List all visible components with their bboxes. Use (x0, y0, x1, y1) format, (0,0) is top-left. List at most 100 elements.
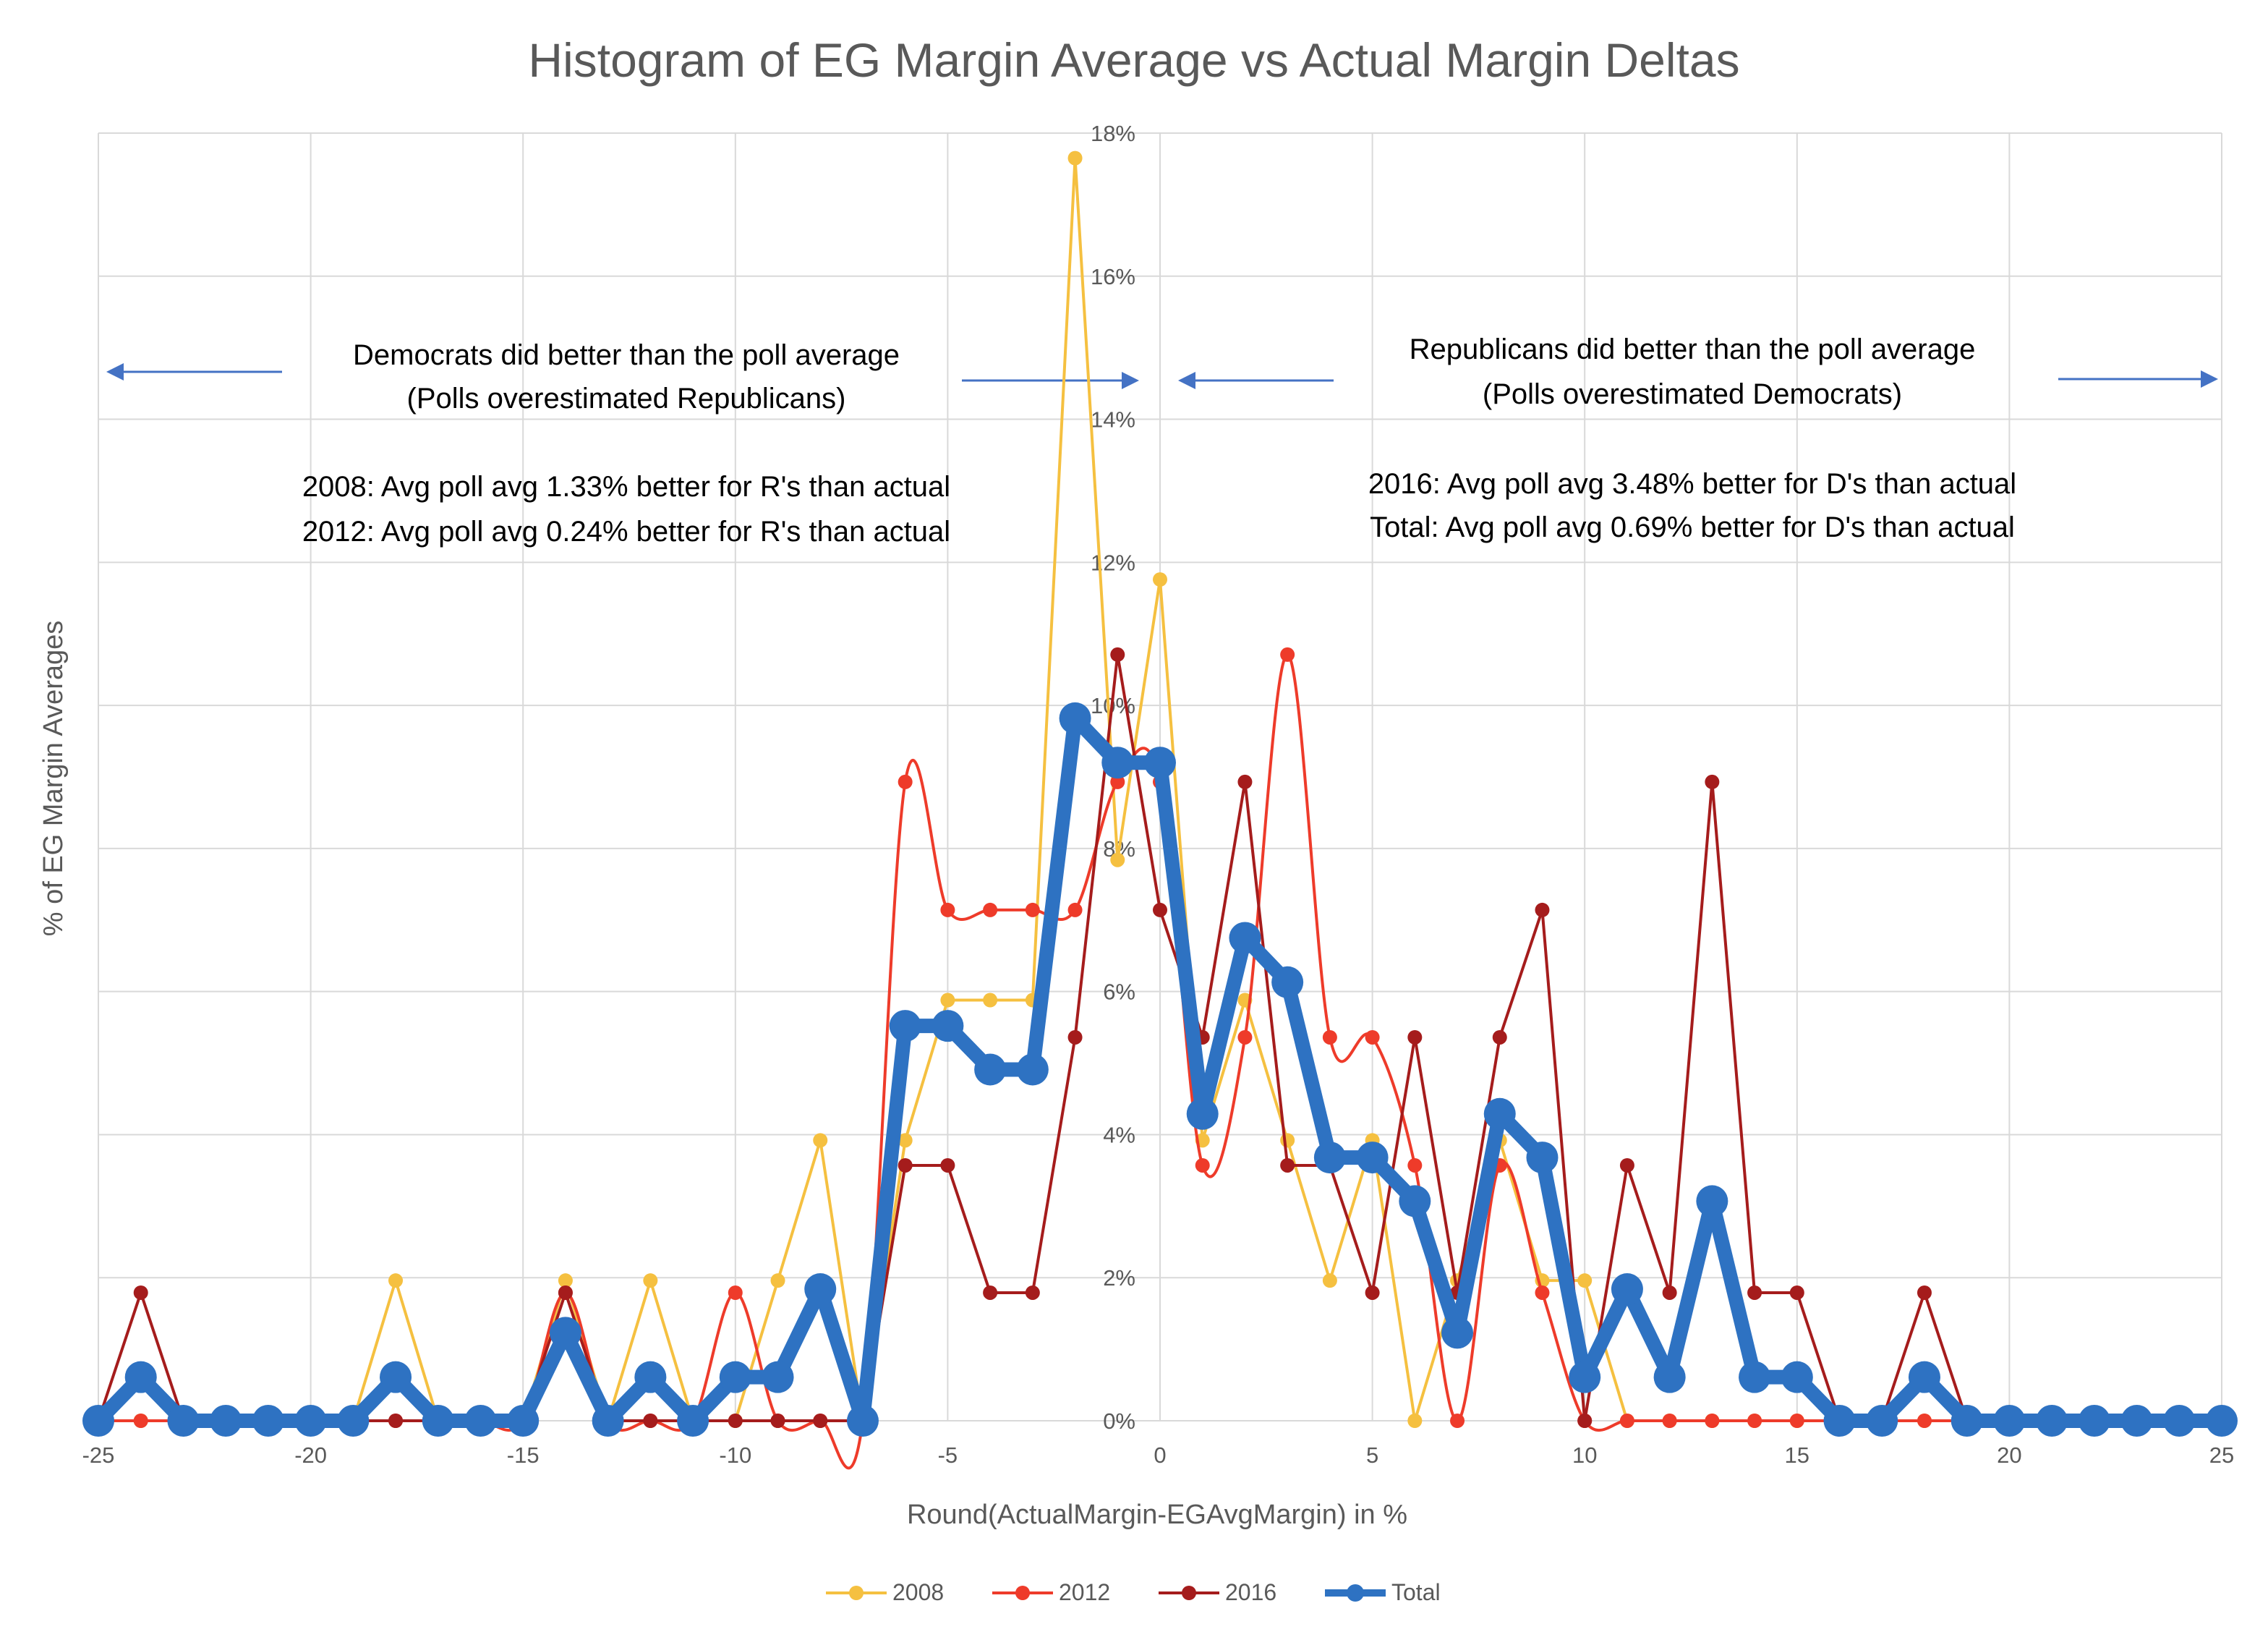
data-point-total (1101, 747, 1134, 779)
data-point-2008 (813, 1133, 828, 1148)
data-point-2008 (388, 1273, 404, 1288)
data-point-2012 (728, 1285, 743, 1300)
data-point-total (1271, 966, 1304, 998)
data-point-2016 (133, 1285, 148, 1300)
data-point-2016 (1535, 902, 1550, 917)
y-tick-label: 12% (1091, 550, 1135, 575)
data-point-2012 (898, 774, 913, 789)
data-point-2008 (1067, 150, 1083, 166)
x-axis-label: Round(ActualMargin-EGAvgMargin) in % (907, 1500, 1407, 1530)
data-point-total (1356, 1142, 1389, 1174)
data-point-2012 (940, 902, 955, 917)
direction-arrows (106, 363, 2218, 389)
data-point-2016 (643, 1414, 658, 1428)
data-point-total (889, 1010, 921, 1042)
data-point-total (1229, 922, 1261, 954)
data-point-2012 (1110, 774, 1125, 789)
x-tick-label: -5 (938, 1442, 958, 1468)
x-tick-label: 20 (1997, 1442, 2021, 1468)
data-point-2012 (1747, 1414, 1762, 1428)
y-tick-label: 4% (1103, 1122, 1135, 1147)
data-point-total (507, 1405, 540, 1437)
data-point-2008 (643, 1273, 658, 1288)
data-point-total (1993, 1405, 2026, 1437)
x-tick-label: 15 (1785, 1442, 1809, 1468)
data-point-total (1144, 747, 1176, 779)
data-point-total (464, 1405, 497, 1437)
data-point-total (974, 1053, 1007, 1086)
data-point-total (252, 1405, 284, 1437)
data-point-2012 (1619, 1414, 1634, 1428)
data-point-2016 (1577, 1414, 1593, 1428)
data-point-2008 (1153, 572, 1167, 587)
legend-swatch-marker (1015, 1586, 1030, 1600)
data-point-total (932, 1010, 964, 1042)
data-point-2016 (898, 1157, 913, 1173)
y-tick-label: 2% (1103, 1265, 1135, 1291)
x-tick-label: -15 (507, 1442, 540, 1468)
data-point-total (1059, 702, 1091, 734)
data-point-total (1313, 1142, 1346, 1174)
data-point-total (846, 1405, 879, 1437)
data-point-total (2206, 1405, 2238, 1437)
right-stat-total: Total: Avg poll avg 0.69% better for D's… (1370, 511, 2015, 543)
data-point-2016 (728, 1414, 743, 1428)
data-point-2008 (1407, 1414, 1423, 1428)
data-point-total (592, 1405, 624, 1437)
data-point-2016 (1619, 1157, 1634, 1173)
data-point-total (1781, 1361, 1813, 1393)
data-point-2012 (1789, 1414, 1804, 1428)
data-point-total (804, 1273, 837, 1306)
data-point-total (294, 1405, 327, 1437)
legend-swatch-marker (1347, 1584, 1364, 1602)
series-layer (82, 150, 2238, 1470)
left-stat-2008: 2008: Avg poll avg 1.33% better for R's … (302, 471, 950, 503)
data-point-2012 (1917, 1414, 1932, 1428)
data-point-2016 (1662, 1285, 1677, 1300)
legend-item-2016: 2016 (1159, 1579, 1276, 1605)
legend-swatch-marker (849, 1586, 864, 1600)
x-tick-label: 5 (1366, 1442, 1378, 1468)
right-stat-2016: 2016: Avg poll avg 3.48% better for D's … (1368, 468, 2016, 500)
data-point-total (1399, 1185, 1431, 1217)
data-point-2016 (940, 1157, 955, 1173)
data-point-2016 (1492, 1029, 1507, 1045)
data-point-2008 (983, 993, 998, 1008)
data-point-2016 (1705, 774, 1720, 789)
x-tick-label: 10 (1572, 1442, 1597, 1468)
data-point-2012 (983, 902, 998, 917)
data-point-2016 (388, 1414, 404, 1428)
data-point-total (634, 1361, 667, 1393)
x-tick-label: -25 (82, 1442, 115, 1468)
data-point-total (1823, 1405, 1856, 1437)
right-heading-1: Republicans did better than the poll ave… (1410, 333, 1976, 365)
legend-label-2012: 2012 (1059, 1579, 1110, 1605)
data-point-2016 (1407, 1029, 1423, 1045)
data-point-2012 (1535, 1285, 1550, 1300)
y-tick-label: 0% (1103, 1408, 1135, 1434)
data-point-2016 (1153, 902, 1167, 917)
data-point-total (337, 1405, 370, 1437)
data-point-2016 (1067, 1029, 1083, 1045)
annotations: Democrats did better than the poll avera… (106, 333, 2218, 548)
right-heading-2: (Polls overestimated Democrats) (1483, 378, 1902, 410)
data-point-2012 (1365, 1029, 1380, 1045)
data-point-2008 (1577, 1273, 1593, 1288)
data-point-total (167, 1405, 200, 1437)
left-stat-2012: 2012: Avg poll avg 0.24% better for R's … (302, 516, 950, 548)
data-point-2016 (1280, 1157, 1295, 1173)
y-axis-label: % of EG Margin Averages (38, 621, 69, 937)
legend-label-2008: 2008 (892, 1579, 944, 1605)
legend-item-2012: 2012 (992, 1579, 1110, 1605)
legend-item-2008: 2008 (826, 1579, 944, 1605)
y-tick-label: 6% (1103, 979, 1135, 1005)
legend-item-total: Total (1325, 1579, 1441, 1605)
data-point-total (2163, 1405, 2196, 1437)
data-point-total (422, 1405, 454, 1437)
data-point-total (2078, 1405, 2110, 1437)
data-point-2008 (770, 1273, 785, 1288)
x-tick-label: 25 (2209, 1442, 2234, 1468)
data-point-2016 (1025, 1285, 1040, 1300)
data-point-total (124, 1361, 157, 1393)
